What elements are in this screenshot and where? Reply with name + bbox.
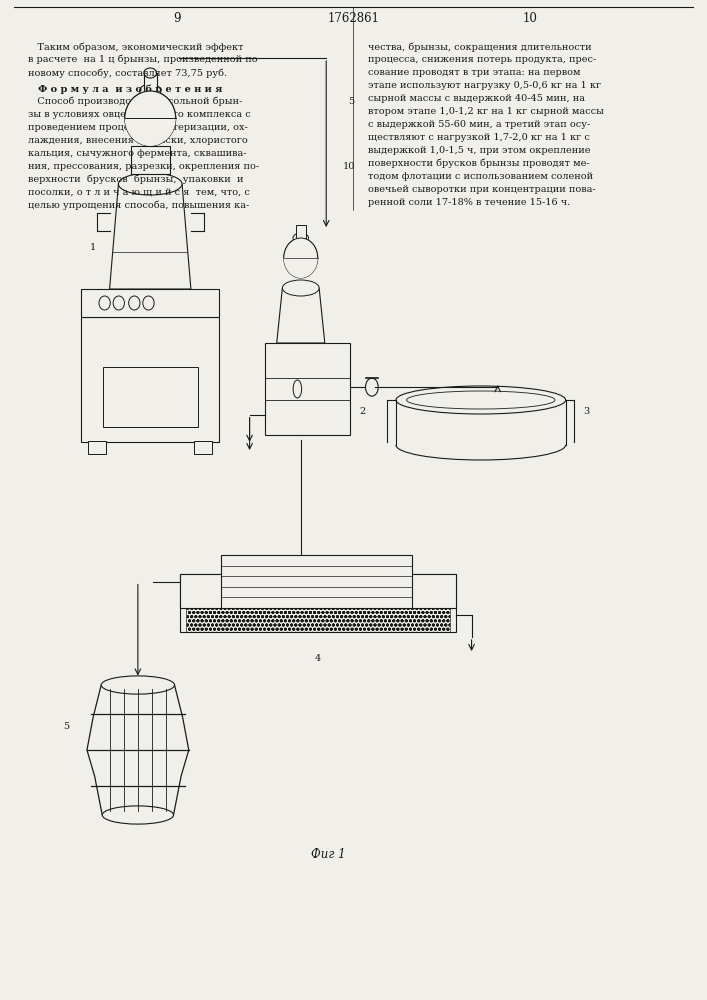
Text: 2: 2: [360, 408, 366, 416]
Polygon shape: [276, 288, 325, 343]
Text: процесса, снижения потерь продукта, прес-: процесса, снижения потерь продукта, прес…: [368, 55, 596, 64]
Text: проведением процессов пастеризации, ох-: проведением процессов пастеризации, ох-: [28, 123, 248, 132]
Bar: [103, 367, 198, 427]
Ellipse shape: [284, 238, 317, 278]
Bar: [180, 574, 456, 632]
Text: выдержкой 1,0-1,5 ч, при этом окрепление: выдержкой 1,0-1,5 ч, при этом окрепление: [368, 146, 590, 155]
Text: ренной соли 17-18% в течение 15-16 ч.: ренной соли 17-18% в течение 15-16 ч.: [368, 198, 570, 207]
Bar: [265, 343, 350, 435]
Bar: [81, 289, 219, 317]
Text: Ф о р м у л а  и з о б р е т е н и я: Ф о р м у л а и з о б р е т е н и я: [28, 84, 223, 94]
Polygon shape: [87, 685, 189, 815]
Text: Фиг 1: Фиг 1: [311, 848, 346, 861]
Ellipse shape: [143, 296, 154, 310]
Text: верхности  брусков  брынзы,  упаковки  и: верхности брусков брынзы, упаковки и: [28, 175, 244, 184]
Bar: [221, 555, 412, 608]
Text: втором этапе 1,0-1,2 кг на 1 кг сырной массы: втором этапе 1,0-1,2 кг на 1 кг сырной м…: [368, 107, 604, 116]
Text: 9: 9: [173, 11, 180, 24]
Ellipse shape: [407, 391, 555, 409]
Ellipse shape: [144, 68, 156, 78]
Text: с выдержкой 55-60 мин, а третий этап осу-: с выдержкой 55-60 мин, а третий этап осу…: [368, 120, 590, 129]
Bar: [81, 317, 219, 442]
Ellipse shape: [101, 676, 175, 694]
Bar: [186, 608, 450, 632]
Text: сование проводят в три этапа: на первом: сование проводят в три этапа: на первом: [368, 68, 580, 77]
Ellipse shape: [293, 233, 308, 243]
Ellipse shape: [124, 91, 175, 146]
Text: Таким образом, экономический эффект: Таким образом, экономический эффект: [28, 42, 244, 51]
Ellipse shape: [284, 238, 317, 278]
Text: овечьей сыворотки при концентрации пова-: овечьей сыворотки при концентрации пова-: [368, 185, 595, 194]
Ellipse shape: [129, 296, 140, 310]
Text: 1: 1: [90, 243, 96, 252]
Bar: [144, 73, 156, 91]
Text: ния, прессования, разрезки, окрепления по-: ния, прессования, разрезки, окрепления п…: [28, 162, 259, 171]
Bar: [180, 574, 456, 608]
Text: 3: 3: [583, 407, 590, 416]
Ellipse shape: [396, 386, 566, 414]
Text: этапе используют нагрузку 0,5-0,6 кг на 1 кг: этапе используют нагрузку 0,5-0,6 кг на …: [368, 81, 601, 90]
Ellipse shape: [140, 84, 160, 98]
Ellipse shape: [113, 296, 124, 310]
Text: тодом флотации с использованием соленой: тодом флотации с использованием соленой: [368, 172, 592, 181]
Text: Способ производства рассольной брын-: Способ производства рассольной брын-: [28, 97, 243, 106]
Text: лаждения, внесения закваски, хлористого: лаждения, внесения закваски, хлористого: [28, 136, 248, 145]
Ellipse shape: [103, 806, 173, 824]
Text: сырной массы с выдержкой 40-45 мин, на: сырной массы с выдержкой 40-45 мин, на: [368, 94, 585, 103]
Text: 1762861: 1762861: [327, 11, 380, 24]
Text: 10: 10: [343, 162, 356, 171]
Text: ществляют с нагрузкой 1,7-2,0 кг на 1 кг с: ществляют с нагрузкой 1,7-2,0 кг на 1 кг…: [368, 133, 590, 142]
Text: целью упрощения способа, повышения ка-: целью упрощения способа, повышения ка-: [28, 201, 250, 211]
Text: чества, брынзы, сокращения длительности: чества, брынзы, сокращения длительности: [368, 42, 591, 51]
Ellipse shape: [293, 380, 302, 398]
Text: посолки, о т л и ч а ю щ и й с я  тем, что, с: посолки, о т л и ч а ю щ и й с я тем, чт…: [28, 188, 250, 197]
Bar: [131, 146, 170, 174]
Ellipse shape: [366, 378, 378, 396]
Text: новому способу, составляет 73,75 руб.: новому способу, составляет 73,75 руб.: [28, 68, 228, 78]
Bar: [296, 225, 305, 238]
Text: 5: 5: [63, 722, 69, 731]
Text: 5: 5: [349, 97, 354, 106]
Ellipse shape: [282, 280, 319, 296]
Text: зы в условиях овцеводческого комплекса с: зы в условиях овцеводческого комплекса с: [28, 110, 251, 119]
Bar: [194, 441, 212, 454]
Ellipse shape: [124, 91, 175, 146]
Text: 10: 10: [522, 11, 538, 24]
Text: поверхности брусков брынзы проводят ме-: поверхности брусков брынзы проводят ме-: [368, 159, 589, 168]
Text: в расчете  на 1 ц брынзы, произведенной по: в расчете на 1 ц брынзы, произведенной п…: [28, 55, 258, 64]
Polygon shape: [110, 184, 191, 289]
Text: кальция, сычужного фермента, сквашива-: кальция, сычужного фермента, сквашива-: [28, 149, 247, 158]
Ellipse shape: [118, 173, 182, 195]
Ellipse shape: [99, 296, 110, 310]
Text: 4: 4: [315, 654, 321, 663]
Bar: [88, 441, 106, 454]
